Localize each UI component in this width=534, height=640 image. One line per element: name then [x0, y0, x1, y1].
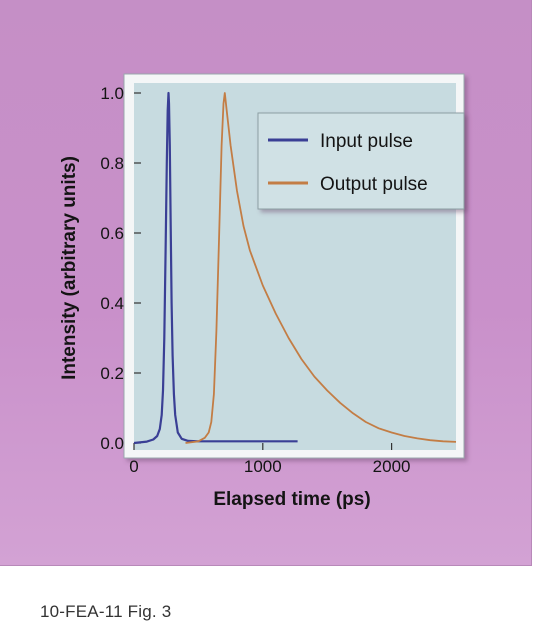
x-tick-label: 2000 — [373, 457, 411, 476]
x-tick-label: 0 — [129, 457, 138, 476]
series-line-output-pulse — [185, 92, 457, 444]
legend: Input pulse Output pulse — [257, 112, 465, 210]
figure-caption: 10-FEA-11 Fig. 3 — [40, 602, 172, 621]
x-tick-label: 1000 — [244, 457, 282, 476]
y-axis: 0.0 0.2 0.4 0.6 0.8 1.0 — [100, 84, 141, 453]
legend-box — [257, 112, 465, 210]
legend-label-output-pulse: Output pulse — [320, 174, 428, 195]
y-tick-label: 0.8 — [100, 154, 124, 173]
y-tick-label: 0.2 — [100, 364, 124, 383]
y-tick-label: 0.0 — [100, 434, 124, 453]
y-axis-label: Intensity (arbitrary units) — [59, 156, 80, 380]
y-tick-label: 0.6 — [100, 224, 124, 243]
y-tick-label: 1.0 — [100, 84, 124, 103]
legend-label-input-pulse: Input pulse — [320, 131, 413, 152]
y-tick-label: 0.4 — [100, 294, 124, 313]
x-axis-label: Elapsed time (ps) — [213, 489, 370, 510]
pulse-intensity-chart: 0.0 0.2 0.4 0.6 0.8 1.0 0 1000 2000 Elapsed tim… — [59, 73, 465, 510]
x-axis: 0 1000 2000 — [129, 443, 411, 476]
series-lines — [133, 91, 457, 445]
